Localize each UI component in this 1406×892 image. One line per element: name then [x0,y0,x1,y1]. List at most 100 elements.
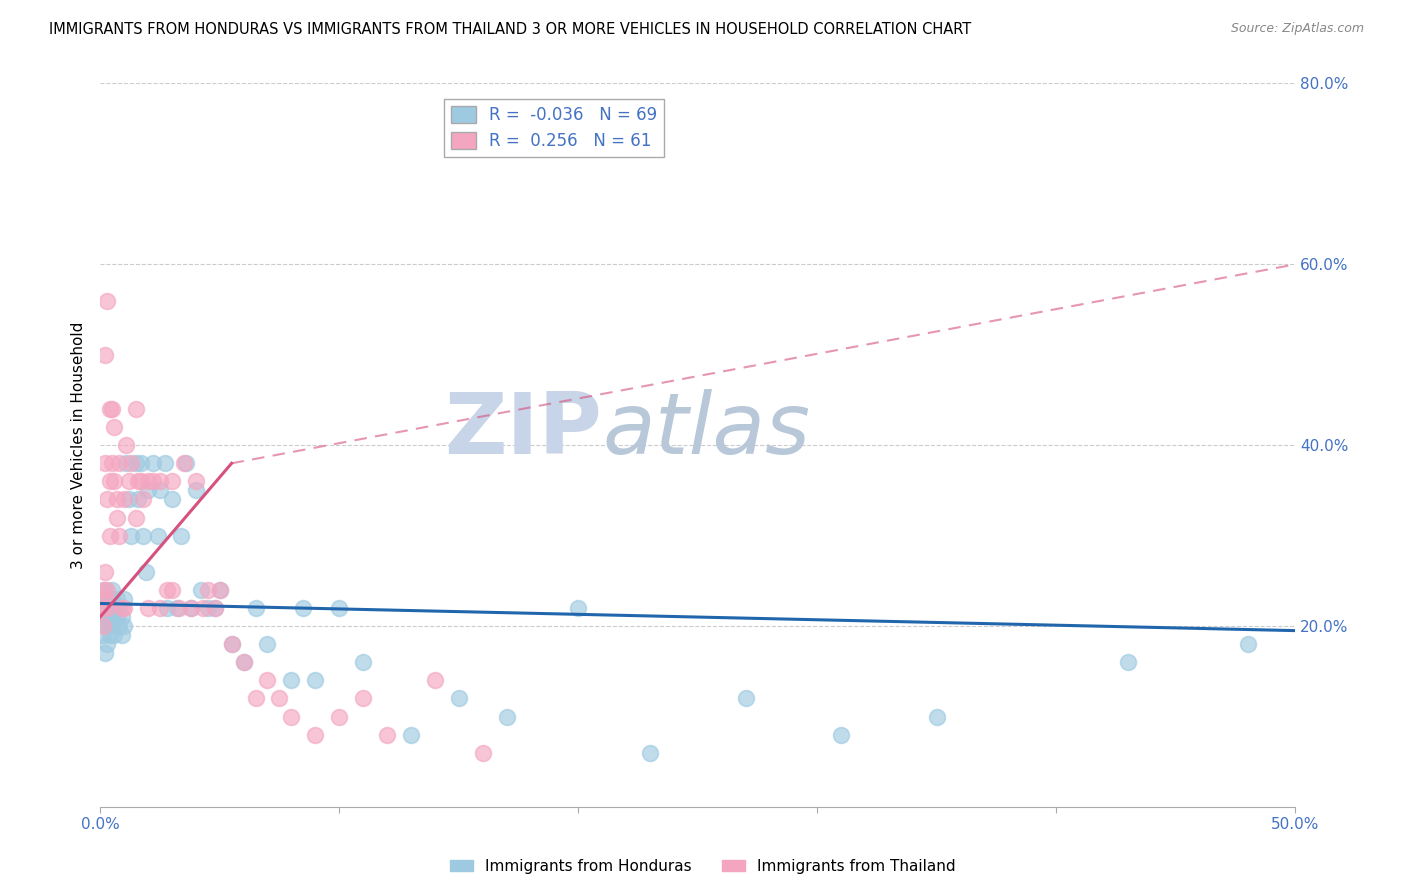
Point [94,591,117,606]
Point [149,483,172,498]
Point [112,492,135,507]
Point [142,456,165,470]
Point [129,456,152,470]
Point [232,655,254,669]
Text: IMMIGRANTS FROM HONDURAS VS IMMIGRANTS FROM THAILAND 3 OR MORE VEHICLES IN HOUSE: IMMIGRANTS FROM HONDURAS VS IMMIGRANTS F… [49,22,972,37]
Point [156,582,179,597]
Point [149,475,172,489]
Point [118,475,141,489]
Point [375,728,398,742]
Point [101,456,124,470]
Point [180,601,202,615]
Point [127,475,149,489]
Point [256,673,278,688]
Point [160,492,183,507]
Legend: R =  -0.036   N = 69, R =  0.256   N = 61: R = -0.036 N = 69, R = 0.256 N = 61 [444,99,664,157]
Point [108,529,131,543]
Point [94,582,117,597]
Point [221,637,243,651]
Point [135,565,157,579]
Point [197,601,219,615]
Point [174,456,197,470]
Point [304,728,326,742]
Point [142,475,165,489]
Text: ZIP: ZIP [444,389,602,472]
Point [96,492,118,507]
Point [91,591,114,606]
Point [111,610,134,624]
Point [101,591,124,606]
Point [105,610,128,624]
Point [94,619,117,633]
Y-axis label: 3 or more Vehicles in Household: 3 or more Vehicles in Household [72,321,86,569]
Point [112,591,135,606]
Point [108,601,131,615]
Point [125,456,148,470]
Point [280,673,302,688]
Point [103,628,125,642]
Point [292,601,315,615]
Point [105,492,128,507]
Point [830,728,852,742]
Point [245,601,267,615]
Point [197,582,219,597]
Point [167,601,190,615]
Point [98,475,121,489]
Point [180,601,202,615]
Point [149,601,172,615]
Point [204,601,226,615]
Point [166,601,188,615]
Point [352,691,374,706]
Point [115,456,138,470]
Point [96,610,118,624]
Point [495,709,517,723]
Point [328,601,350,615]
Point [91,610,114,624]
Point [112,619,135,633]
Point [173,456,195,470]
Point [245,691,267,706]
Point [160,582,183,597]
Point [471,746,494,760]
Point [423,673,446,688]
Text: Source: ZipAtlas.com: Source: ZipAtlas.com [1230,22,1364,36]
Point [1116,655,1139,669]
Point [204,601,226,615]
Point [127,492,149,507]
Point [1236,637,1258,651]
Legend: Immigrants from Honduras, Immigrants from Thailand: Immigrants from Honduras, Immigrants fro… [444,853,962,880]
Point [98,628,121,642]
Point [136,483,159,498]
Point [160,475,183,489]
Point [184,483,207,498]
Point [98,529,121,543]
Point [111,628,134,642]
Point [112,601,135,615]
Point [256,637,278,651]
Point [91,582,114,597]
Point [269,691,291,706]
Point [328,709,350,723]
Point [280,709,302,723]
Point [94,456,117,470]
Point [94,646,117,660]
Point [103,475,125,489]
Point [101,610,124,624]
Point [170,529,193,543]
Point [125,402,148,417]
Point [447,691,470,706]
Point [101,402,124,417]
Point [98,601,121,615]
Point [352,655,374,669]
Point [190,582,212,597]
Text: atlas: atlas [602,389,810,472]
Point [120,456,142,470]
Point [125,510,148,524]
Point [101,582,124,597]
Point [115,438,138,452]
Point [105,510,128,524]
Point [96,582,118,597]
Point [146,529,169,543]
Point [153,456,176,470]
Point [399,728,422,742]
